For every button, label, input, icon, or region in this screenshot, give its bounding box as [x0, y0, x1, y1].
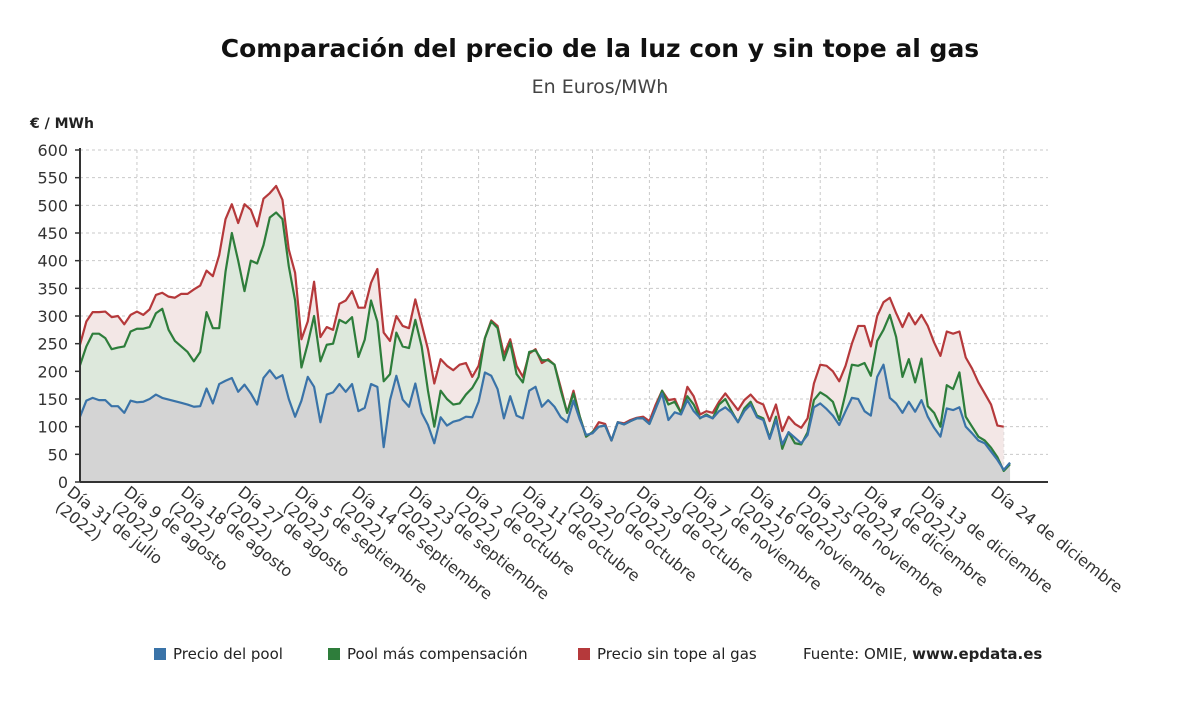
- legend-label: Pool más compensación: [347, 645, 528, 663]
- series-areas: [80, 185, 1011, 482]
- legend-swatch: [154, 648, 166, 660]
- series-line: [78, 184, 1004, 442]
- series-lines: [78, 184, 1011, 473]
- legend-label: Precio del pool: [173, 645, 283, 663]
- source-prefix: Fuente: OMIE,: [803, 645, 912, 663]
- y-tick-label: 400: [37, 252, 68, 271]
- y-tick-labels: 0 50 100 150 200 250 300 350 400 450 500 550 600: [37, 141, 68, 492]
- legend: Precio del pool Pool más compensación Prec…: [154, 645, 1042, 663]
- y-tick-label: 450: [37, 224, 68, 243]
- legend-swatch: [328, 648, 340, 660]
- legend-label: Precio sin tope al gas: [597, 645, 757, 663]
- y-tick-label: 50: [48, 445, 68, 464]
- series-line: [78, 363, 1011, 471]
- y-tick-label: 500: [37, 196, 68, 215]
- y-tick-label: 550: [37, 169, 68, 188]
- y-tick-label: 100: [37, 418, 68, 437]
- x-tick-label-line: Día 24 de diciembre: [987, 482, 1126, 597]
- legend-swatch: [578, 648, 590, 660]
- y-tick-label: 350: [37, 279, 68, 298]
- series-area: [80, 364, 1011, 482]
- series-line: [78, 211, 1011, 473]
- axes: [75, 148, 1048, 483]
- y-axis-unit-label: € / MWh: [29, 116, 94, 132]
- y-tick-label: 300: [37, 307, 68, 326]
- y-tick-label: 150: [37, 390, 68, 409]
- source-text: Fuente: OMIE, www.epdata.es: [803, 645, 1042, 663]
- x-tick-label: Día 24 de diciembre: [987, 482, 1126, 597]
- x-tick-labels: Día 31 de julio(2022) Día 9 de agosto(202…: [52, 482, 1127, 603]
- y-tick-label: 600: [37, 141, 68, 160]
- chart-subtitle: En Euros/MWh: [532, 76, 669, 98]
- chart-title: Comparación del precio de la luz con y s…: [221, 34, 979, 63]
- y-tick-label: 200: [37, 362, 68, 381]
- source-site: www.epdata.es: [912, 645, 1042, 663]
- y-tick-label: 0: [58, 473, 68, 492]
- y-tick-label: 250: [37, 335, 68, 354]
